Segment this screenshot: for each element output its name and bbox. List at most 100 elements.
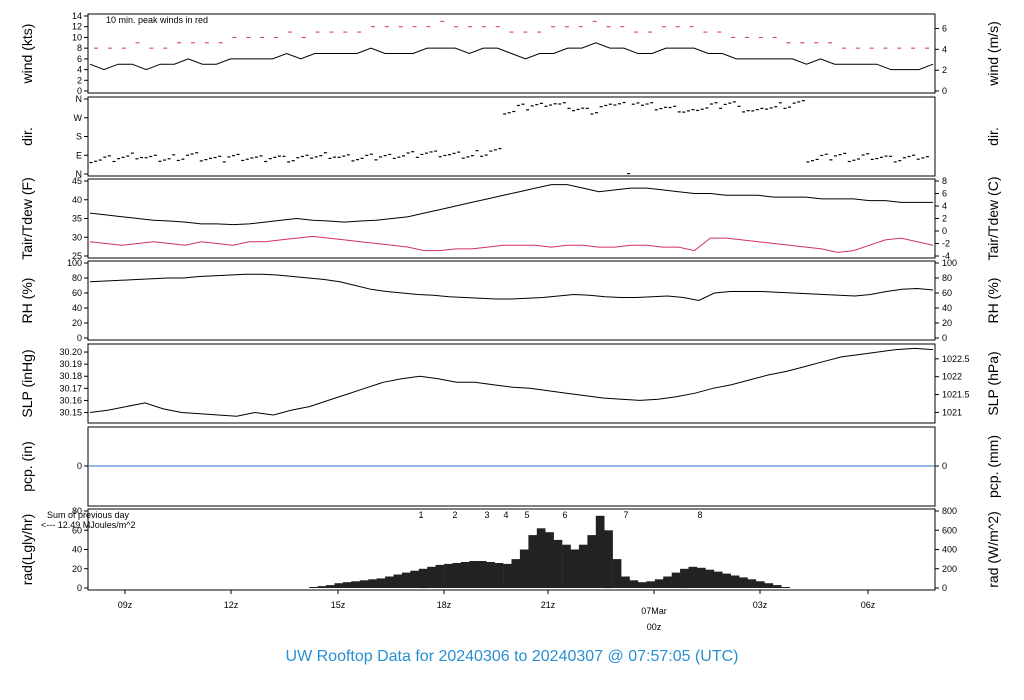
radiation-bar <box>697 567 706 588</box>
ytick-label-left: 30.19 <box>59 359 82 369</box>
rad-marker-6: 6 <box>562 510 567 520</box>
radiation-bar <box>511 559 521 588</box>
radiation-bar <box>393 574 403 588</box>
radiation-bar <box>309 587 318 588</box>
radiation-bar <box>680 568 689 589</box>
ytick-label-left: 35 <box>72 214 82 224</box>
ytick-label-right: 20 <box>942 318 952 328</box>
ytick-label-left: 20 <box>72 318 82 328</box>
ylabel-left-5: pcp. (in) <box>19 441 35 492</box>
radiation-bar <box>570 549 580 588</box>
ytick-label-right: 2 <box>942 65 947 75</box>
ytick-label-left: 12 <box>72 22 82 32</box>
panel-frame-1 <box>87 96 936 177</box>
radiation-bar <box>401 572 411 588</box>
radiation-bar <box>587 535 597 588</box>
ytick-label-right: 6 <box>942 24 947 34</box>
ytick-label-left: 100 <box>67 258 82 268</box>
radiation-bar <box>385 576 394 588</box>
rad-marker-5: 5 <box>524 510 529 520</box>
rad-marker-3: 3 <box>484 510 489 520</box>
ytick-label-left: 6 <box>77 54 82 64</box>
xtick-label: 15z <box>331 600 346 610</box>
radiation-bar <box>663 576 672 588</box>
date-label: 07Mar <box>641 606 667 616</box>
ylabel-left-2: Tair/Tdew (F) <box>19 177 35 259</box>
radiation-bar <box>519 549 529 588</box>
ytick-label-left: 30 <box>72 232 82 242</box>
ytick-label-left: 10 <box>72 32 82 42</box>
radiation-bar <box>460 562 470 588</box>
radiation-bar <box>646 581 656 588</box>
ytick-label-right: 0 <box>942 226 947 236</box>
ytick-label-left: N <box>76 169 83 179</box>
xtick-label: 12z <box>224 600 239 610</box>
ylabel-right-4: SLP (hPa) <box>985 351 1001 415</box>
radiation-bar <box>562 544 571 588</box>
page-title: UW Rooftop Data for 20240306 to 20240307… <box>285 648 739 665</box>
ytick-label-right: 800 <box>942 506 957 516</box>
air-temp-line <box>89 184 933 226</box>
ytick-label-right: 2 <box>942 214 947 224</box>
ylabel-right-2: Tair/Tdew (C) <box>985 176 1001 260</box>
radiation-bar <box>503 563 512 588</box>
ytick-label-left: 0 <box>77 583 82 593</box>
ytick-label-right: 1022.5 <box>942 354 970 364</box>
ytick-label-left: 40 <box>72 195 82 205</box>
radiation-bar <box>722 573 731 588</box>
radiation-bar <box>612 559 622 588</box>
ylabel-left-6: rad(Lgly/hr) <box>19 514 35 586</box>
dewpoint-line <box>89 235 934 253</box>
radiation-bar <box>469 561 478 588</box>
radiation-bar <box>713 571 723 588</box>
radiation-bar <box>351 581 360 588</box>
ytick-label-right: 60 <box>942 288 952 298</box>
ytick-label-right: 6 <box>942 189 947 199</box>
ytick-label-left: 30.18 <box>59 371 82 381</box>
radiation-bar <box>427 566 436 588</box>
ytick-label-right: 100 <box>942 258 957 268</box>
radiation-bar <box>671 572 681 588</box>
rad-marker-8: 8 <box>697 510 702 520</box>
ytick-label-right: 1022 <box>942 372 962 382</box>
ytick-label-right: 8 <box>942 176 947 186</box>
ytick-label-right: 200 <box>942 564 957 574</box>
ytick-label-right: 4 <box>942 44 947 54</box>
ytick-label-right: 0 <box>942 583 947 593</box>
ytick-label-right: -4 <box>942 251 950 261</box>
ytick-label-right: 400 <box>942 545 957 555</box>
peak-wind-annotation: 10 min. peak winds in red <box>106 15 208 25</box>
ytick-label-right: 4 <box>942 201 947 211</box>
ylabel-left-0: wind (kts) <box>19 24 35 85</box>
ytick-label-left: 30.20 <box>59 347 82 357</box>
radiation-bar <box>444 563 453 588</box>
ylabel-left-1: dir. <box>19 127 35 146</box>
radiation-bar <box>756 581 765 588</box>
ylabel-right-1: dir. <box>985 127 1001 146</box>
slp-line <box>89 347 934 417</box>
radiation-bar <box>342 582 352 588</box>
ytick-label-left: E <box>76 150 82 160</box>
ytick-label-right: 0 <box>942 461 947 471</box>
xtick-label: 03z <box>753 600 768 610</box>
panel-frame-3 <box>87 260 936 341</box>
radiation-bar <box>772 585 782 588</box>
rad-marker-2: 2 <box>452 510 457 520</box>
ylabel-left-4: SLP (inHg) <box>19 349 35 417</box>
rad-marker-1: 1 <box>418 510 423 520</box>
ytick-label-left: 80 <box>72 273 82 283</box>
ylabel-right-0: wind (m/s) <box>985 21 1001 87</box>
radiation-bar <box>477 561 487 588</box>
ytick-label-left: 0 <box>77 461 82 471</box>
radiation-bar <box>545 532 554 588</box>
panel-frame-2 <box>87 178 936 259</box>
ytick-label-left: 40 <box>72 303 82 313</box>
xtick-label: 18z <box>437 600 452 610</box>
ytick-label-right: 600 <box>942 525 957 535</box>
ytick-label-right: 80 <box>942 273 952 283</box>
ylabel-right-6: rad (W/m^2) <box>985 511 1001 588</box>
radiation-bar <box>739 577 748 588</box>
radiation-bar <box>435 564 445 588</box>
